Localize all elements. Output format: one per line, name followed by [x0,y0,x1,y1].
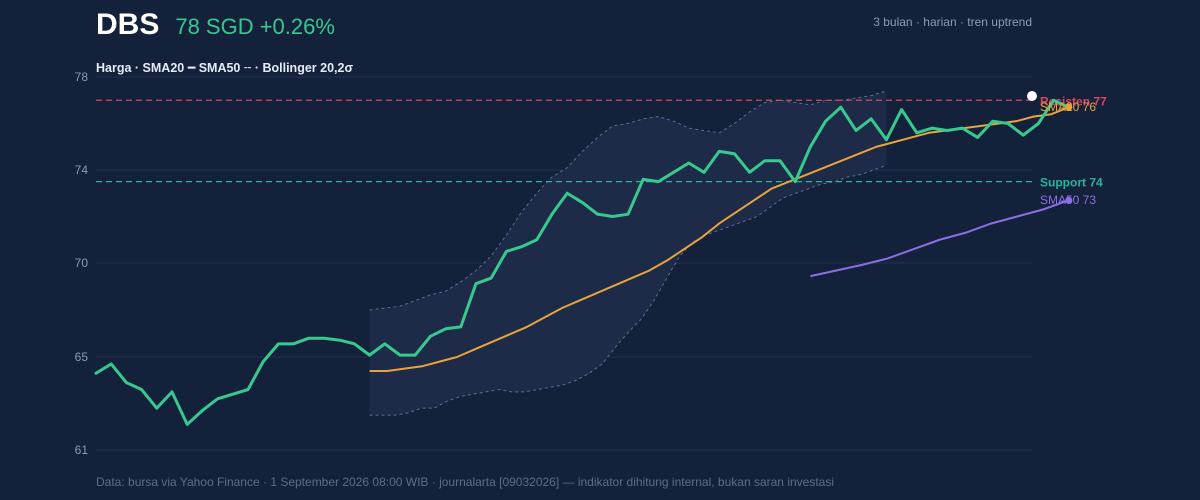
price-end-dot [1027,91,1037,101]
resistance-label: Resisten 77 [1040,94,1107,108]
y-tick-label-74: 74 [75,163,89,177]
chart-footer: Data: bursa via Yahoo Finance · 1 Septem… [96,475,834,489]
price-line [94,98,1071,426]
y-tick-label-61: 61 [75,443,89,457]
ticker-symbol: DBS [96,8,160,41]
chart-header: DBS 78 SGD +0.26% [96,8,335,42]
bollinger-upper-line [369,90,887,311]
bollinger-lower-line [369,164,887,416]
price-quote: 78 SGD +0.26% [175,14,335,39]
sma20-end-dot [1065,103,1073,111]
bollinger-band-fill [369,90,887,416]
sma50-line [810,199,1070,278]
sma50-end-dot [1065,196,1073,204]
y-tick-label-65: 65 [75,350,89,364]
y-tick-label-70: 70 [75,256,89,270]
chart-legend: Harga · SMA20 ━ SMA50 ╌ · Bollinger 20,2… [96,61,354,75]
end-label-sma20: SMA20 76 [1040,100,1096,114]
support-label: Support 74 [1040,176,1103,190]
end-label-sma50: SMA50 73 [1040,193,1096,207]
y-tick-label-78: 78 [75,70,89,84]
chart-subtitle: 3 bulan · harian · tren uptrend [873,15,1032,29]
